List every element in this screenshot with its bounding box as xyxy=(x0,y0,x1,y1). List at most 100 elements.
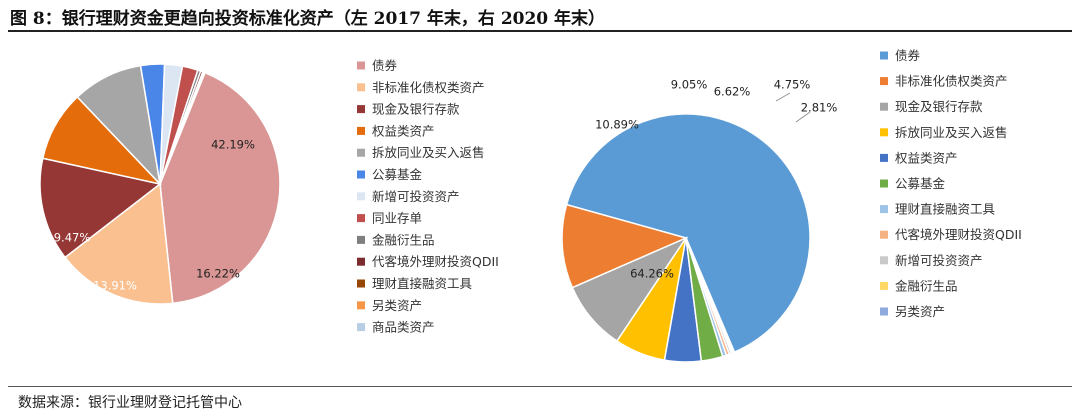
legend-swatch xyxy=(357,61,365,70)
legend-item: 非标准化债权类资产 xyxy=(357,80,485,95)
legend-label: 拆放同业及买入返售 xyxy=(372,145,485,160)
legend-label: 代客境外理财投资QDII xyxy=(895,227,1022,242)
legend-item: 金融衍生品 xyxy=(880,278,958,293)
legend-label: 公募基金 xyxy=(895,176,946,191)
legend-label: 商品类资产 xyxy=(372,320,435,335)
slice-label-1: 42.19% xyxy=(211,138,255,152)
legend-item: 另类资产 xyxy=(357,298,422,313)
pie-slice-13 xyxy=(159,71,206,185)
legend-label: 另类资产 xyxy=(372,298,422,313)
slice-label-3: 9.05% xyxy=(671,78,708,92)
legend-item: 现金及银行存款 xyxy=(880,99,983,114)
legend-item: 权益类资产 xyxy=(357,123,435,138)
legend-label: 债券 xyxy=(372,58,398,73)
pie-slice-3 xyxy=(39,157,162,259)
legend-label: 另类资产 xyxy=(895,304,945,319)
legend-label: 金融衍生品 xyxy=(895,278,958,293)
legend-label: 理财直接融资工具 xyxy=(895,202,996,217)
legend-swatch xyxy=(357,148,365,157)
legend-swatch xyxy=(880,230,888,239)
legend-label: 理财直接融资工具 xyxy=(372,276,473,291)
legend-item: 理财直接融资工具 xyxy=(357,276,473,291)
slice-label-3: 13.91% xyxy=(93,279,137,293)
top-rule xyxy=(8,30,1072,32)
legend-swatch xyxy=(880,205,888,214)
legend-item: 理财直接融资工具 xyxy=(880,202,996,217)
legend-label: 新增可投资资产 xyxy=(372,189,460,204)
slice-label-2: 10.89% xyxy=(595,118,639,132)
slice-label-2: 16.22% xyxy=(196,267,240,281)
legend-swatch xyxy=(357,257,365,266)
legend-label: 权益类资产 xyxy=(895,150,958,165)
legend-label: 代客境外理财投资QDII xyxy=(372,254,499,269)
slice-label-4: 9.47% xyxy=(54,231,91,245)
legend-swatch xyxy=(880,179,888,188)
bottom-rule xyxy=(8,386,1072,387)
legend-item: 拆放同业及买入返售 xyxy=(880,125,1008,140)
slice-label-4: 6.62% xyxy=(714,85,751,99)
legend-item: 代客境外理财投资QDII xyxy=(880,227,1022,242)
legend-item: 代客境外理财投资QDII xyxy=(357,254,499,269)
legend-swatch xyxy=(357,279,365,288)
figure-title: 图 8：银行理财资金更趋向投资标准化资产（左 2017 年末，右 2020 年末… xyxy=(10,9,606,29)
slice-label-1: 64.26% xyxy=(630,267,674,281)
legend-label: 现金及银行存款 xyxy=(372,102,460,117)
legend-label: 金融衍生品 xyxy=(372,232,435,247)
legend-swatch xyxy=(880,77,888,86)
legend-swatch xyxy=(357,235,365,244)
legend-swatch xyxy=(880,281,888,290)
legend-item: 权益类资产 xyxy=(880,150,958,165)
source-note: 数据来源：银行业理财登记托管中心 xyxy=(18,395,242,411)
legend-item: 公募基金 xyxy=(357,167,423,182)
legend: 债券非标准化债权类资产现金及银行存款权益类资产拆放同业及买入返售公募基金新增可投… xyxy=(357,58,499,335)
slice-labels: 42.19% 16.22% 13.91% 9.47% xyxy=(54,138,255,293)
legend-label: 债券 xyxy=(895,48,921,63)
legend-item: 拆放同业及买入返售 xyxy=(357,145,485,160)
legend-swatch xyxy=(880,128,888,137)
pie-slice-2 xyxy=(64,182,174,305)
legend-label: 同业存单 xyxy=(372,211,422,226)
legend-item: 现金及银行存款 xyxy=(357,102,460,117)
legend-swatch xyxy=(357,105,365,114)
legend-swatch xyxy=(357,323,365,332)
left-pie-chart: 42.19% 16.22% 13.91% 9.47% 债券非标准化债权类资产现金及银行存… xyxy=(39,58,499,335)
legend-swatch xyxy=(880,102,888,111)
legend-label: 权益类资产 xyxy=(372,123,435,138)
legend-label: 新增可投资资产 xyxy=(895,253,983,268)
legend-item: 商品类资产 xyxy=(357,320,435,335)
pie-slice-11 xyxy=(685,237,736,354)
legend-item: 债券 xyxy=(880,48,921,63)
legend-swatch xyxy=(357,126,365,135)
legend-item: 公募基金 xyxy=(880,176,946,191)
legend-item: 同业存单 xyxy=(357,211,422,226)
legend-swatch xyxy=(357,83,365,92)
legend-label: 拆放同业及买入返售 xyxy=(895,125,1008,140)
pie-slice-1 xyxy=(159,71,281,305)
legend-label: 非标准化债权类资产 xyxy=(372,80,485,95)
slice-label-5: 4.75% xyxy=(774,78,811,92)
legend-item: 另类资产 xyxy=(880,304,945,319)
pie-slice-2 xyxy=(561,203,689,289)
legend-swatch xyxy=(880,307,888,316)
legend: 债券非标准化债权类资产现金及银行存款拆放同业及买入返售权益类资产公募基金理财直接… xyxy=(880,48,1022,319)
leader-line xyxy=(795,111,811,123)
slice-label-6: 2.81% xyxy=(801,101,838,115)
legend-swatch xyxy=(357,192,365,201)
pie-slices xyxy=(39,63,281,305)
pie-slices xyxy=(561,113,811,363)
pie-slice-1 xyxy=(565,113,811,354)
legend-label: 现金及银行存款 xyxy=(895,99,983,114)
legend-item: 金融衍生品 xyxy=(357,232,435,247)
slice-labels: 64.26% 10.89% 9.05% 6.62% 4.75% 2.81% xyxy=(595,78,837,281)
leader-line xyxy=(775,92,791,102)
legend-swatch xyxy=(880,51,888,60)
legend-item: 非标准化债权类资产 xyxy=(880,74,1008,89)
legend-item: 新增可投资资产 xyxy=(357,189,460,204)
leader-lines xyxy=(775,92,811,123)
right-pie-chart: 64.26% 10.89% 9.05% 6.62% 4.75% 2.81% 债券非标准化债权… xyxy=(561,48,1022,363)
legend-label: 非标准化债权类资产 xyxy=(895,74,1008,89)
legend-item: 债券 xyxy=(357,58,398,73)
legend-item: 新增可投资资产 xyxy=(880,253,983,268)
legend-swatch xyxy=(357,170,365,179)
legend-swatch xyxy=(357,214,365,223)
